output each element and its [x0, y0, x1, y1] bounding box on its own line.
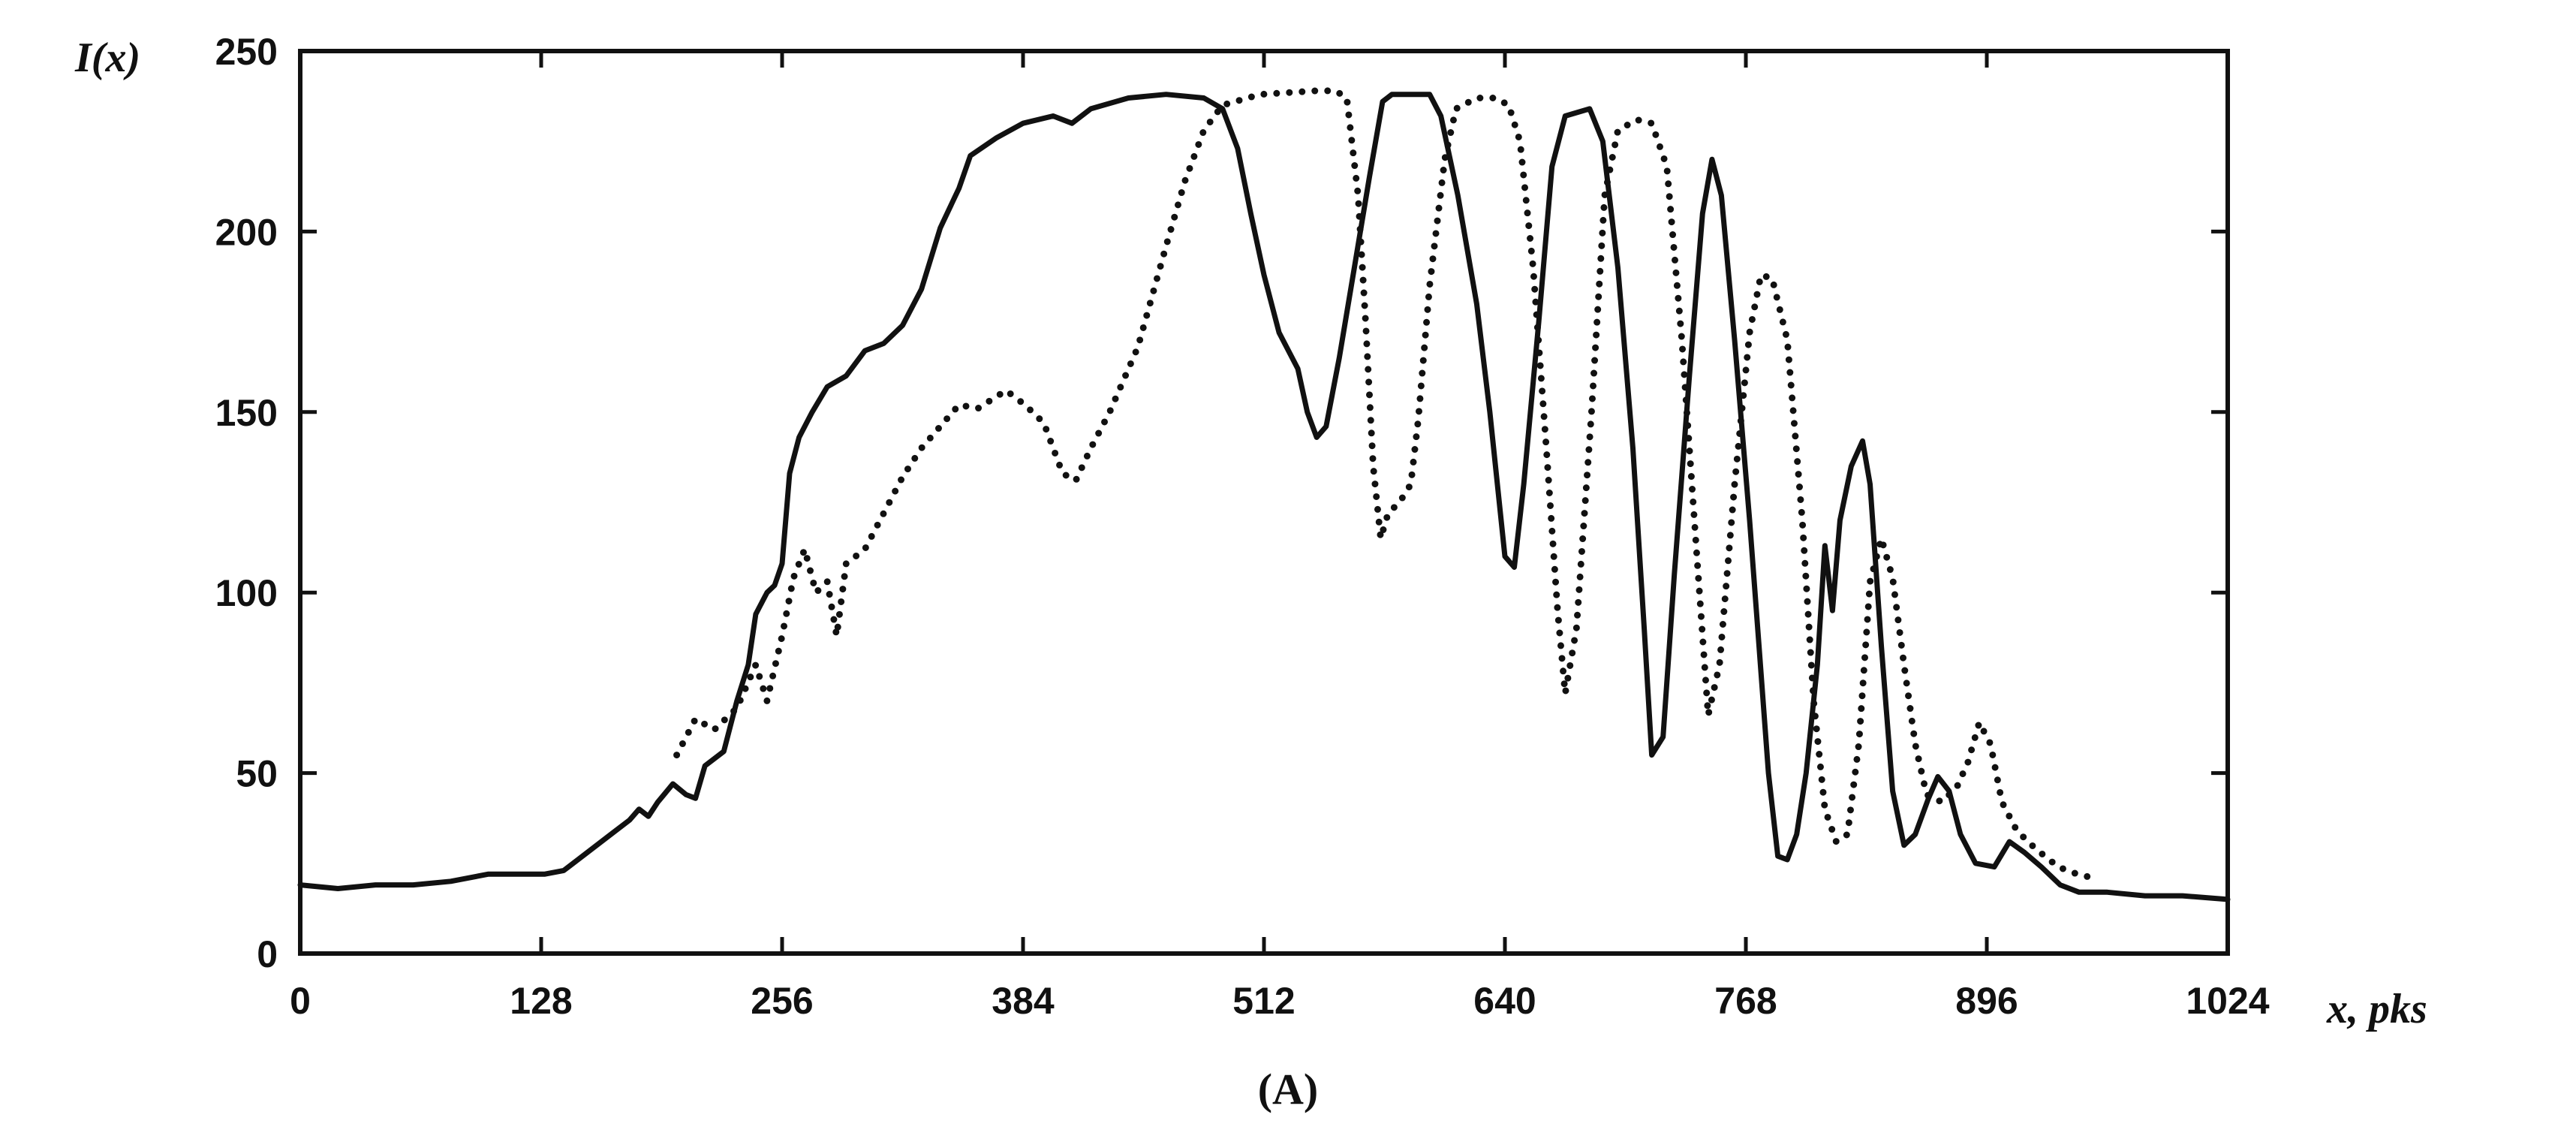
x-tick-label: 640: [1473, 980, 1536, 1022]
x-tick-label: 384: [992, 980, 1055, 1022]
x-tick-label: 128: [510, 980, 572, 1022]
series-layer: [297, 87, 2231, 902]
x-tick-label: 768: [1714, 980, 1777, 1022]
x-tick-label: 1024: [2186, 980, 2269, 1022]
x-tick-label: 256: [751, 980, 813, 1022]
tick-layer: 0 128 256 384 512 640 768 896 1024 0 50 100 150 200 25…: [215, 31, 2270, 1022]
solid-series-line: [297, 92, 2231, 902]
y-tick-label: 100: [215, 572, 278, 614]
y-tick-label: 0: [257, 933, 278, 975]
x-axis-label: x, pks: [2326, 986, 2427, 1032]
x-tick-label: 0: [290, 980, 311, 1022]
y-axis-label: I(x): [74, 35, 140, 81]
plot-frame: [298, 49, 2230, 956]
x-tick-label: 896: [1955, 980, 2018, 1022]
y-tick-label: 150: [215, 392, 278, 434]
y-tick-label: 250: [215, 31, 278, 73]
y-tick-label: 200: [215, 211, 278, 253]
y-tick-label: 50: [236, 753, 278, 795]
panel-label: (A): [1258, 1065, 1319, 1113]
dotted-series-line: [673, 87, 2096, 881]
x-tick-label: 512: [1232, 980, 1295, 1022]
